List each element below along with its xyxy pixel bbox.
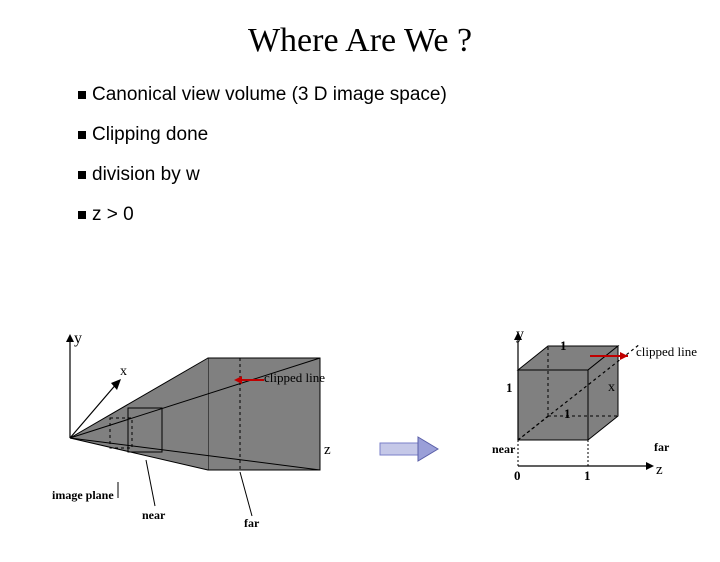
z-label: z	[324, 442, 331, 459]
leader	[146, 460, 155, 506]
clipped-label: clipped line	[264, 370, 325, 386]
bullet-item: division by w	[78, 164, 720, 186]
near-label: near	[142, 508, 165, 523]
one-z: 1	[584, 468, 591, 484]
arrow-shaft	[380, 443, 418, 455]
leader	[240, 472, 252, 516]
frustum-diagram	[0, 330, 360, 540]
slide-title: Where Are We ?	[0, 22, 720, 60]
far-label-r: far	[654, 440, 669, 455]
z-label-r: z	[656, 462, 663, 479]
bullet-text: z > 0	[92, 204, 134, 226]
bullet-marker	[78, 91, 86, 99]
bullet-marker	[78, 171, 86, 179]
bullet-text: Clipping done	[92, 124, 208, 146]
y-label-r: y	[516, 326, 524, 344]
zero-label: 0	[514, 468, 521, 484]
x-label: x	[120, 364, 127, 380]
diagram-area: y x clipped line z image plane near far	[0, 330, 720, 540]
bullet-text: division by w	[92, 164, 200, 186]
transform-arrow-icon	[378, 434, 440, 464]
cube-diagram	[460, 330, 700, 530]
y-axis-arrow	[66, 334, 74, 342]
z-axis-arrow	[646, 462, 654, 470]
one-top: 1	[560, 338, 567, 354]
arrow-head	[418, 437, 438, 461]
bullet-text: Canonical view volume (3 D image space)	[92, 84, 447, 106]
clipped-label-r: clipped line	[636, 344, 697, 360]
one-left: 1	[506, 380, 513, 396]
far-label: far	[244, 516, 259, 531]
bullet-marker	[78, 211, 86, 219]
bullet-marker	[78, 131, 86, 139]
image-plane-label: image plane	[52, 488, 114, 503]
one-mid: 1	[564, 406, 571, 422]
y-label: y	[74, 330, 82, 348]
bullet-item: z > 0	[78, 204, 720, 226]
bullet-list: Canonical view volume (3 D image space) …	[78, 84, 720, 226]
cube-front	[518, 370, 588, 440]
near-label-r: near	[492, 442, 515, 457]
bullet-item: Clipping done	[78, 124, 720, 146]
bullet-item: Canonical view volume (3 D image space)	[78, 84, 720, 106]
x-label-r: x	[608, 380, 615, 396]
clipped-line-arrow	[620, 352, 628, 360]
